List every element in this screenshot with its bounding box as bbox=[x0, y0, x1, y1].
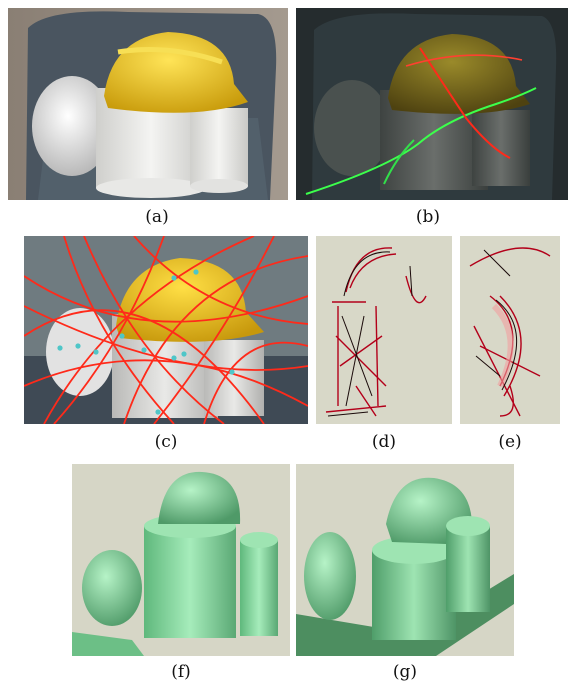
caption-e: (e) bbox=[498, 432, 522, 452]
caption-b: (b) bbox=[415, 207, 441, 227]
panel-d-curve-reconstruction bbox=[316, 236, 452, 424]
panel-a-photo bbox=[8, 8, 288, 200]
panel-b-laser-photo bbox=[296, 8, 568, 200]
panel-g-mesh-oblique bbox=[296, 464, 514, 656]
panel-c-laser-curves bbox=[24, 236, 308, 424]
red-laser-curves bbox=[24, 236, 308, 424]
panel-f-mesh-front bbox=[72, 464, 290, 656]
caption-g: (g) bbox=[392, 662, 418, 682]
caption-a: (a) bbox=[145, 207, 169, 227]
red-laser-line bbox=[419, 47, 511, 159]
caption-d: (d) bbox=[371, 432, 397, 452]
marker-points bbox=[57, 269, 235, 415]
panel-e-curve-side-view bbox=[460, 236, 560, 424]
green-laser-line bbox=[305, 87, 537, 195]
caption-c: (c) bbox=[154, 432, 178, 452]
caption-f: (f) bbox=[171, 662, 191, 682]
egg-object bbox=[32, 76, 112, 176]
